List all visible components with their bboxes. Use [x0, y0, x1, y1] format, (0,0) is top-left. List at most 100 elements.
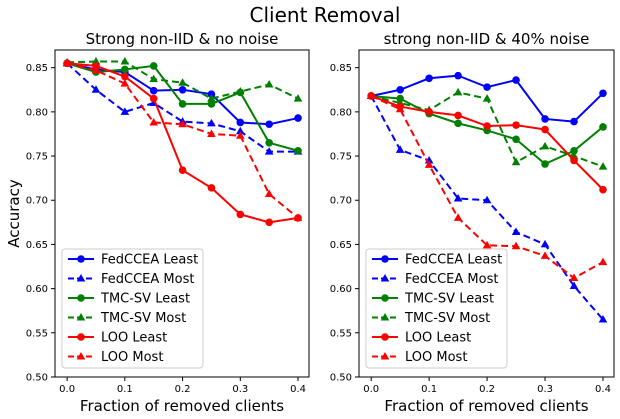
- data-point: [395, 145, 405, 153]
- data-point: [454, 111, 462, 120]
- legend: FedCCEA Least FedCCEA Most TMC-SV Least TMC…: [365, 248, 508, 369]
- series-line: [370, 95, 604, 191]
- data-point: [62, 58, 72, 67]
- data-point: [482, 195, 492, 204]
- data-point: [454, 119, 462, 128]
- data-point: [512, 121, 520, 129]
- subplot-2: strong non-IID & 40% noise 0.0 0.1 0.2 0.3 0.…: [330, 30, 615, 415]
- data-point: [540, 251, 550, 259]
- data-point: [236, 118, 245, 127]
- data-point: [570, 117, 578, 126]
- legend-marker: [77, 333, 85, 341]
- legend-label: TMC-SV Most: [100, 311, 186, 326]
- data-point: [207, 94, 216, 102]
- legend-marker: [380, 274, 390, 282]
- series-line: [67, 60, 299, 100]
- data-point: [570, 156, 578, 165]
- data-point: [453, 87, 463, 96]
- legend-marker: [381, 333, 389, 341]
- data-point: [265, 218, 273, 227]
- legend-marker: [380, 313, 390, 321]
- legend: FedCCEA Least FedCCEA Most TMC-SV Least TMC…: [61, 248, 204, 369]
- data-point: [293, 213, 303, 221]
- series-tmc-sv-least: [63, 59, 302, 155]
- x-tick-label: 0.2: [479, 384, 495, 395]
- y-tick-label: 0.50: [330, 373, 352, 384]
- data-point: [453, 193, 463, 202]
- data-point: [540, 141, 550, 150]
- data-point: [236, 210, 245, 219]
- data-point: [149, 86, 158, 95]
- y-tick-label: 0.75: [26, 152, 48, 163]
- data-point: [120, 56, 130, 65]
- y-tick-label: 0.70: [26, 196, 48, 207]
- legend-frame: [365, 248, 508, 369]
- data-point: [265, 120, 273, 129]
- x-tick-label: 0.3: [537, 384, 553, 395]
- data-point: [91, 65, 101, 74]
- data-point: [482, 94, 492, 102]
- data-point: [483, 83, 491, 91]
- legend-marker: [77, 294, 85, 302]
- data-point: [366, 91, 376, 99]
- series-loo-most: [62, 58, 303, 221]
- data-point: [511, 241, 521, 250]
- legend-marker: [76, 313, 86, 321]
- x-tick-label: 0.1: [117, 384, 133, 395]
- legend-marker: [381, 294, 389, 302]
- data-point: [483, 122, 491, 130]
- data-point: [599, 185, 607, 194]
- data-point: [512, 76, 520, 84]
- data-point: [121, 65, 129, 74]
- y-tick-label: 0.80: [26, 107, 48, 118]
- y-tick-label: 0.85: [330, 63, 352, 74]
- data-point: [91, 85, 101, 93]
- y-tick-label: 0.80: [330, 107, 352, 118]
- legend-label: FedCCEA Most: [405, 272, 498, 287]
- legend-marker: [380, 352, 390, 360]
- data-point: [264, 147, 274, 155]
- y-axis-label: Accuracy: [5, 179, 23, 248]
- data-point: [178, 78, 187, 86]
- data-point: [207, 100, 216, 108]
- legend-frame: [61, 248, 204, 369]
- x-tick-label: 0.0: [59, 384, 75, 395]
- legend-marker: [77, 255, 85, 263]
- data-point: [178, 166, 187, 174]
- data-point: [264, 189, 274, 198]
- y-tick-label: 0.55: [330, 328, 352, 339]
- y-tick-label: 0.70: [330, 196, 352, 207]
- x-axis-label: Fraction of removed clients: [384, 397, 588, 415]
- data-point: [294, 114, 302, 122]
- data-point: [120, 107, 130, 115]
- data-point: [598, 162, 608, 170]
- data-point: [512, 135, 520, 144]
- subplot-title: Strong non-IID & no noise: [86, 30, 279, 48]
- data-point: [149, 74, 159, 83]
- data-point: [569, 281, 579, 289]
- data-point: [454, 71, 462, 80]
- data-point: [120, 79, 130, 87]
- axes-frame: [54, 49, 310, 378]
- legend-marker: [76, 352, 86, 360]
- data-point: [511, 157, 521, 166]
- legend-label: TMC-SV Least: [404, 292, 494, 307]
- data-point: [569, 273, 579, 282]
- data-point: [570, 146, 578, 155]
- legend-label: FedCCEA Least: [405, 253, 502, 268]
- data-point: [207, 118, 216, 127]
- data-point: [236, 126, 245, 135]
- series-loo-most: [366, 91, 608, 282]
- x-tick-label: 0.2: [175, 384, 191, 395]
- data-point: [541, 115, 549, 123]
- subplot-1: Strong non-IID & no noise 0.0 0.1 0.2 0.3 0.4…: [5, 30, 310, 415]
- legend-label: FedCCEA Least: [101, 253, 198, 268]
- data-point: [599, 89, 607, 98]
- x-tick-label: 0.1: [421, 384, 437, 395]
- y-tick-label: 0.85: [26, 63, 48, 74]
- series-loo-least: [367, 92, 607, 194]
- legend-label: LOO Most: [101, 350, 163, 365]
- data-point: [178, 100, 187, 108]
- data-point: [178, 85, 187, 94]
- data-point: [236, 131, 245, 139]
